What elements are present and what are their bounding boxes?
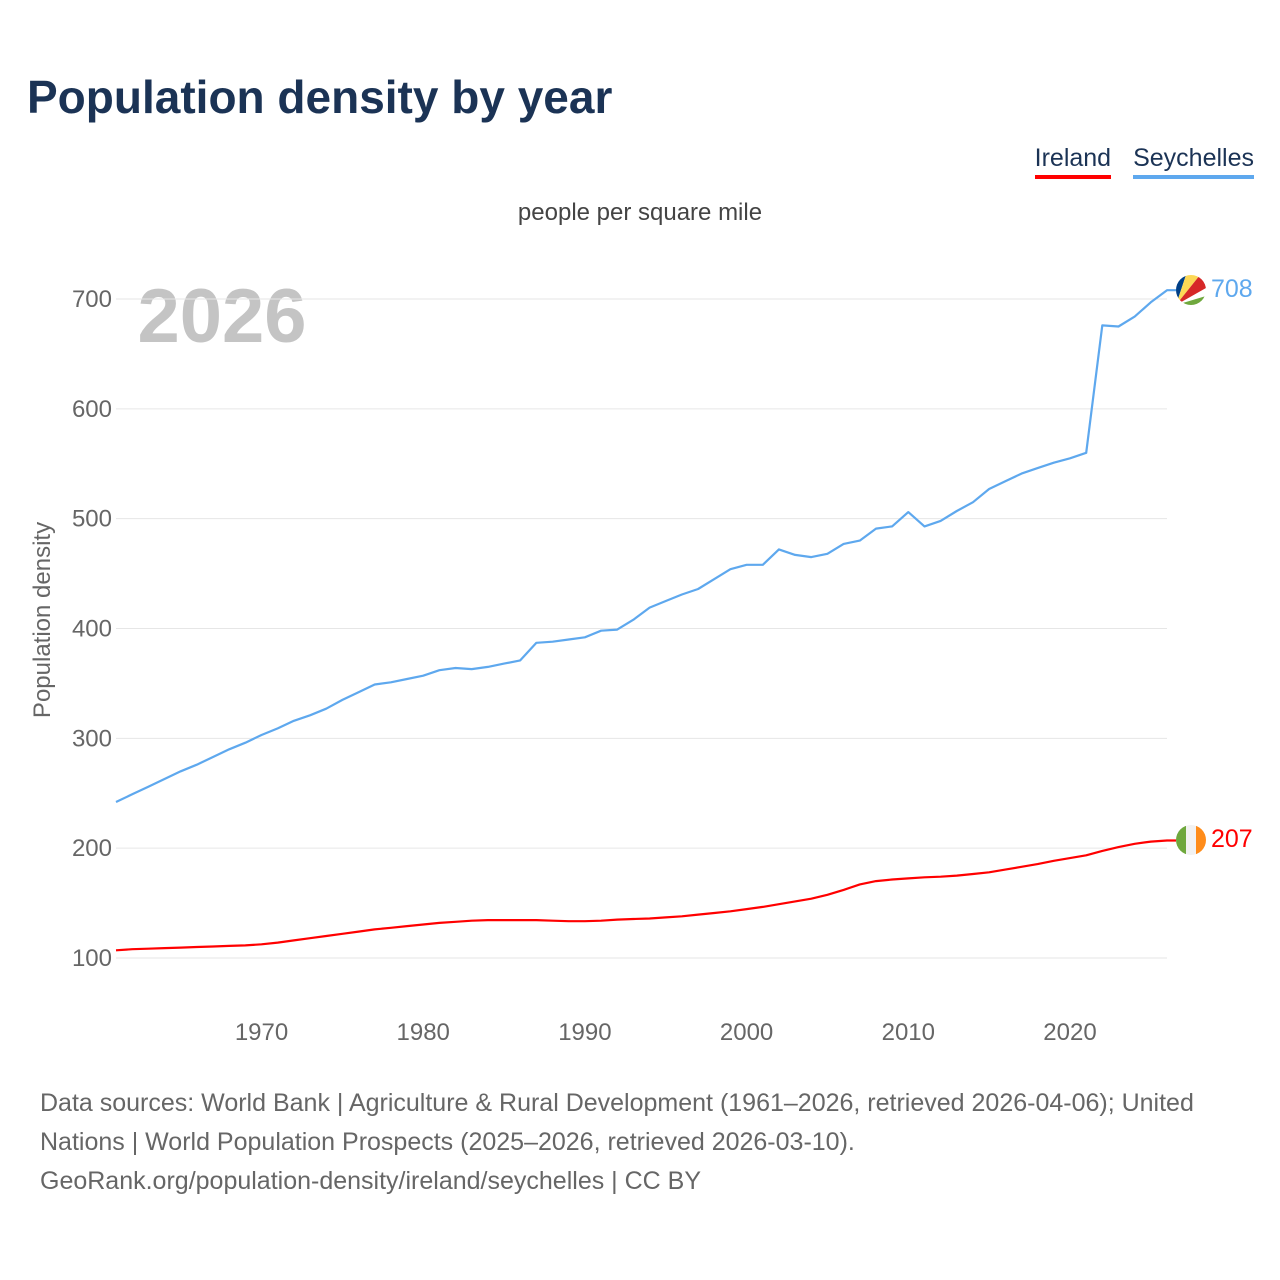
- data-sources: Data sources: World Bank | Agriculture &…: [40, 1089, 1194, 1156]
- x-tick-label: 1970: [235, 1019, 288, 1046]
- chart-title: Population density by year: [27, 71, 613, 123]
- footer: Data sources: World Bank | Agriculture &…: [40, 1084, 1250, 1201]
- ireland-flag-icon: [1176, 825, 1206, 855]
- y-tick-label: 400: [72, 616, 112, 643]
- seychelles-end-label: 708: [1211, 275, 1253, 303]
- y-tick-label: 700: [72, 286, 112, 313]
- x-tick-label: 2010: [882, 1019, 935, 1046]
- y-tick-label: 200: [72, 835, 112, 862]
- x-tick-label: 2000: [720, 1019, 773, 1046]
- y-tick-label: 100: [72, 945, 112, 972]
- ireland-end-label: 207: [1211, 825, 1253, 853]
- x-tick-label: 1990: [558, 1019, 611, 1046]
- legend-ireland[interactable]: Ireland: [1034, 144, 1112, 179]
- series-line-ireland: [115, 839, 1176, 952]
- year-watermark: 2026: [137, 274, 306, 359]
- y-tick-label: 300: [72, 725, 112, 752]
- legend: Ireland Seychelles: [1034, 144, 1254, 179]
- y-tick-label: 600: [72, 396, 112, 423]
- chart-subtitle: people per square mile: [518, 199, 762, 226]
- source-link[interactable]: GeoRank.org/population-density/ireland/s…: [40, 1167, 702, 1195]
- x-tick-label: 2020: [1043, 1019, 1096, 1046]
- series-line-seychelles: [115, 289, 1176, 803]
- legend-seychelles[interactable]: Seychelles: [1133, 144, 1254, 179]
- y-tick-label: 500: [72, 506, 112, 533]
- seychelles-flag-icon: [1176, 275, 1206, 305]
- x-tick-label: 1980: [397, 1019, 450, 1046]
- y-axis-label: Population density: [29, 522, 56, 718]
